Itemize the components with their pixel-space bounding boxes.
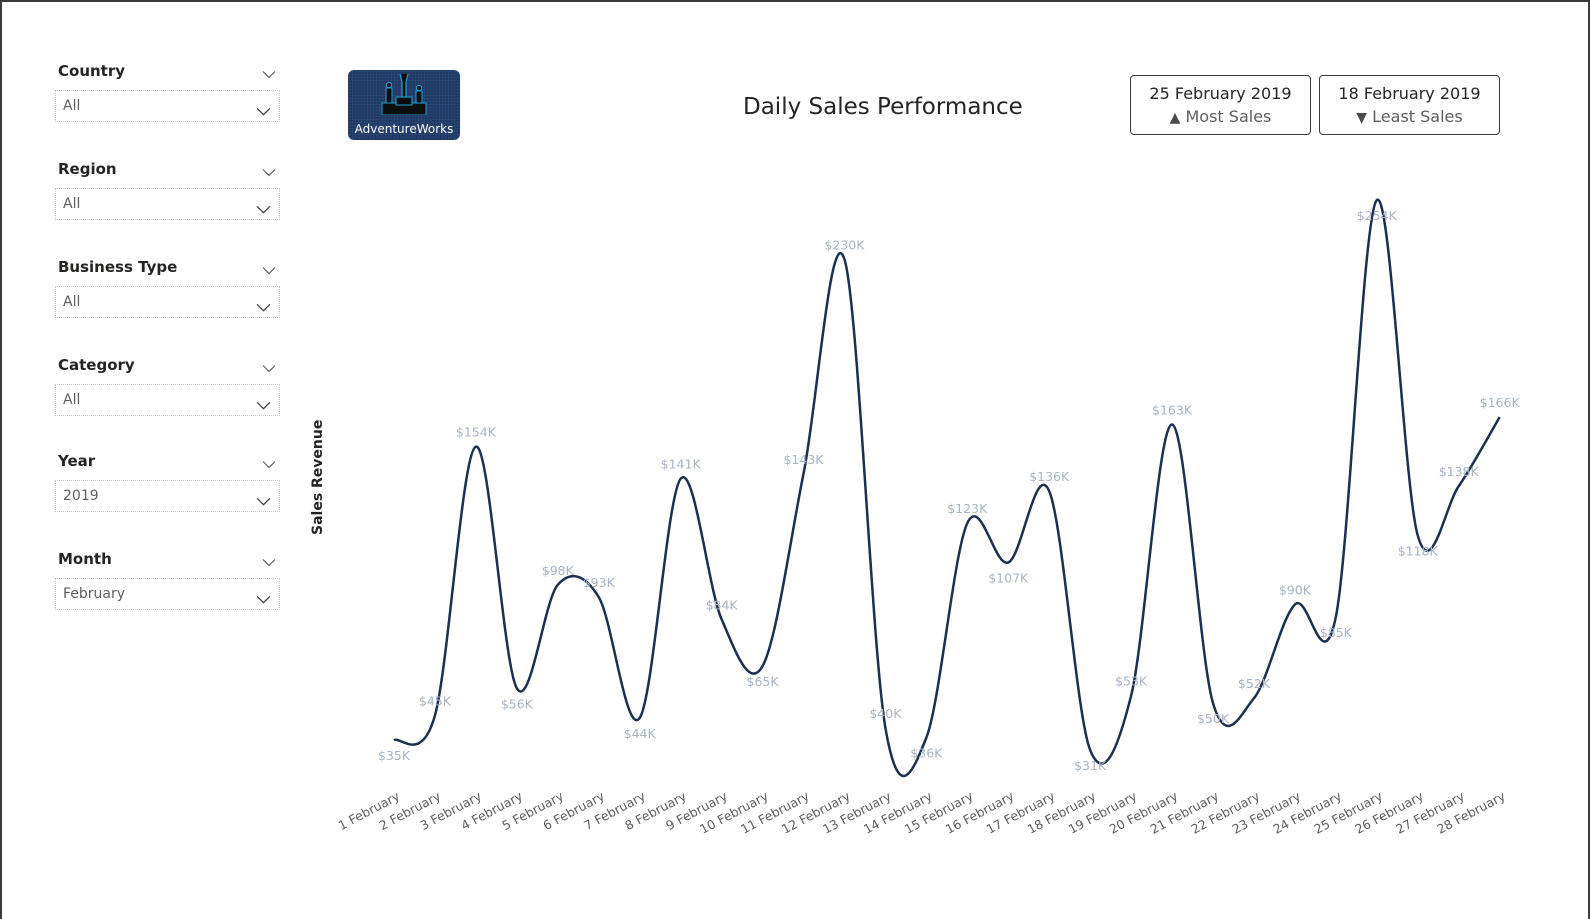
year-dropdown[interactable]: 2019 [55, 480, 280, 512]
least-sales-date: 18 February 2019 [1338, 84, 1481, 103]
slicer-title: Category [58, 356, 135, 374]
data-label: $136K [1029, 469, 1070, 484]
data-label: $163K [1152, 402, 1193, 417]
data-label: $50K [1197, 711, 1230, 726]
chevron-down-icon [256, 589, 271, 604]
chevron-down-icon [256, 199, 271, 214]
month-dropdown[interactable]: February [55, 578, 280, 610]
slicer-header: Business Type [55, 258, 282, 282]
data-label: $31K [1074, 758, 1107, 773]
adventureworks-logo: AdventureWorks [348, 70, 460, 140]
slicer-header: Month [55, 550, 282, 574]
most-sales-card: 25 February 2019 ▲ Most Sales [1130, 75, 1311, 135]
slicer-title: Country [58, 62, 126, 80]
slicer-title: Business Type [58, 258, 178, 276]
data-label: $230K [824, 237, 865, 252]
chevron-down-icon[interactable] [262, 454, 276, 469]
data-label: $40K [869, 706, 902, 721]
slicer-header: Year [55, 452, 282, 476]
data-label: $35K [378, 748, 411, 763]
podium-icon [381, 73, 427, 115]
business-type-dropdown[interactable]: All [55, 286, 280, 318]
data-label: $52K [1238, 676, 1271, 691]
category-dropdown[interactable]: All [55, 384, 280, 416]
chevron-down-icon[interactable] [262, 552, 276, 567]
slicer-title: Year [58, 452, 96, 470]
data-label: $53K [1115, 674, 1148, 689]
page-title: Daily Sales Performance [743, 94, 1023, 120]
data-label: $107K [988, 571, 1029, 586]
triangle-down-icon: ▼ [1356, 110, 1368, 126]
dropdown-value: February [63, 586, 126, 602]
slicer-month: Month February [55, 550, 282, 610]
least-sales-label: Least Sales [1372, 107, 1463, 126]
data-label: $141K [661, 457, 702, 472]
data-label: $98K [542, 563, 575, 578]
dropdown-value: All [63, 98, 81, 114]
data-label: $93K [583, 575, 616, 590]
data-label: $123K [947, 501, 988, 516]
chevron-down-icon [256, 297, 271, 312]
dropdown-value: All [63, 392, 81, 408]
slicer-region: Region All [55, 160, 282, 220]
slicer-header: Category [55, 356, 282, 380]
slicer-title: Region [58, 160, 117, 178]
slicer-business-type: Business Type All [55, 258, 282, 318]
data-label: $118K [1398, 543, 1439, 558]
slicer-category: Category All [55, 356, 282, 416]
most-sales-date: 25 February 2019 [1149, 84, 1292, 103]
data-label: $65K [747, 674, 780, 689]
most-sales-label: Most Sales [1185, 107, 1272, 126]
chevron-down-icon [256, 395, 271, 410]
dropdown-value: All [63, 196, 81, 212]
data-label: $166K [1480, 395, 1521, 410]
chevron-down-icon[interactable] [262, 358, 276, 373]
data-label: $56K [501, 696, 534, 711]
logo-text: AdventureWorks [354, 122, 454, 136]
data-label: $84K [706, 597, 739, 612]
chevron-down-icon[interactable] [262, 64, 276, 79]
slicer-title: Month [58, 550, 112, 568]
slicer-header: Region [55, 160, 282, 184]
country-dropdown[interactable]: All [55, 90, 280, 122]
triangle-up-icon: ▲ [1169, 110, 1181, 126]
data-label: $44K [624, 726, 657, 741]
slicer-year: Year 2019 [55, 452, 282, 512]
data-label: $138K [1439, 464, 1480, 479]
dropdown-value: 2019 [63, 488, 99, 504]
data-label: $90K [1279, 583, 1312, 598]
region-dropdown[interactable]: All [55, 188, 280, 220]
least-sales-card: 18 February 2019 ▼ Least Sales [1319, 75, 1500, 135]
chevron-down-icon[interactable] [262, 162, 276, 177]
chevron-down-icon [256, 491, 271, 506]
data-label: $254K [1357, 208, 1398, 223]
data-label: $154K [456, 425, 497, 440]
sales-line[interactable] [393, 198, 1501, 778]
data-label: $36K [910, 746, 943, 761]
data-label: $85K [1320, 625, 1353, 640]
chevron-down-icon [256, 101, 271, 116]
data-label: $45K [419, 693, 452, 708]
data-label: $143K [783, 452, 824, 467]
chevron-down-icon[interactable] [262, 260, 276, 275]
slicer-header: Country [55, 62, 282, 86]
dropdown-value: All [63, 294, 81, 310]
slicer-country: Country All [55, 62, 282, 122]
